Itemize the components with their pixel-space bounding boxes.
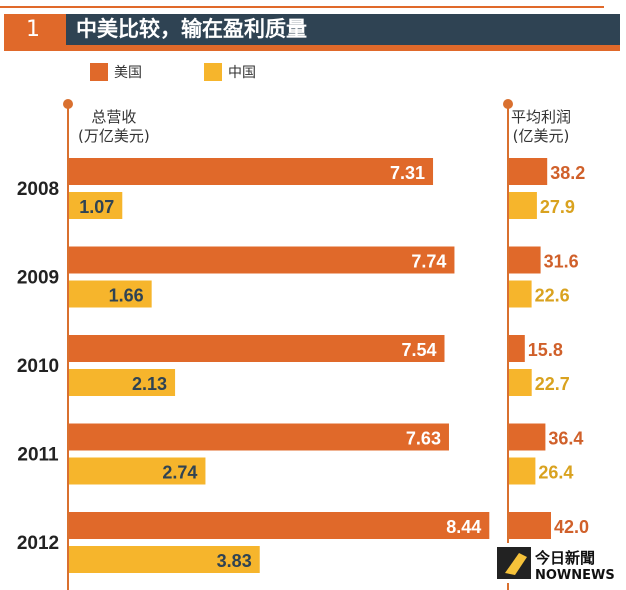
revenue-title: 总营收	[91, 108, 137, 126]
revenue-axis	[67, 104, 69, 590]
title-band	[4, 14, 620, 45]
profit-bar	[509, 457, 536, 485]
legend-label: 美国	[114, 65, 142, 81]
year-label: 2012	[17, 533, 59, 554]
revenue-bar	[69, 457, 206, 485]
profit-value-label: 15.8	[528, 340, 563, 360]
revenue-value-label: 7.74	[411, 252, 446, 272]
revenue-bar	[69, 335, 445, 362]
legend-swatch	[204, 63, 222, 81]
top-rule	[0, 6, 604, 8]
legend-item-china: 中国	[204, 62, 256, 82]
svg-text:今日新聞: 今日新聞	[534, 549, 595, 567]
profit-bar	[509, 280, 532, 308]
revenue-bar	[69, 546, 260, 573]
profit-value-label: 42.0	[554, 517, 589, 537]
revenue-bar	[69, 158, 434, 185]
profit-bar	[509, 335, 525, 362]
revenue-bar	[69, 512, 490, 539]
year-label: 2009	[17, 268, 59, 289]
chart-title: 中美比较，输在盈利质量	[76, 17, 307, 41]
profit-bar	[509, 246, 541, 274]
profit-value-label: 38.2	[550, 163, 585, 183]
profit-bar	[509, 423, 546, 451]
section-number: 1	[4, 14, 66, 45]
revenue-value-label: 2.13	[132, 374, 167, 394]
year-label: 2011	[17, 445, 59, 466]
profit-bar	[509, 369, 532, 396]
revenue-value-label: 3.83	[217, 551, 252, 571]
title-underline	[4, 45, 620, 51]
legend-swatch	[90, 63, 108, 81]
revenue-value-label: 7.54	[401, 340, 436, 360]
svg-text:NOWNEWS: NOWNEWS	[535, 568, 615, 583]
year-label: 2008	[17, 179, 59, 200]
profit-value-label: 22.7	[535, 374, 570, 394]
profit-value-label: 22.6	[535, 286, 570, 306]
revenue-value-label: 7.63	[406, 429, 441, 449]
legend-label: 中国	[228, 65, 256, 81]
profit-title: 平均利润	[511, 108, 572, 126]
profit-axis-label: 平均利润 (亿美元)	[511, 108, 571, 146]
revenue-value-label: 8.44	[446, 517, 481, 537]
revenue-bar	[69, 192, 123, 219]
nownews-logo: 今日新聞 NOWNEWS	[497, 543, 615, 583]
profit-value-label: 36.4	[548, 429, 583, 449]
revenue-value-label: 7.31	[390, 163, 425, 183]
revenue-bar	[69, 246, 455, 274]
axis-dot	[63, 99, 73, 109]
revenue-value-label: 2.74	[162, 463, 197, 483]
profit-bar	[509, 158, 548, 185]
revenue-axis-label: 总营收 (万亿美元)	[78, 108, 150, 146]
year-label: 2010	[17, 356, 59, 377]
profit-value-label: 27.9	[540, 197, 575, 217]
revenue-value-label: 1.66	[109, 286, 144, 306]
profit-value-label: 26.4	[538, 463, 573, 483]
legend-item-us: 美国	[90, 62, 142, 82]
revenue-bar	[69, 280, 152, 308]
revenue-bar	[69, 369, 176, 396]
profit-bar	[509, 512, 551, 539]
revenue-value-label: 1.07	[79, 197, 114, 217]
profit-value-label: 31.6	[544, 252, 579, 272]
profit-axis	[507, 104, 509, 590]
revenue-unit: (万亿美元)	[78, 127, 150, 145]
revenue-bar	[69, 423, 449, 451]
profit-unit: (亿美元)	[512, 127, 570, 145]
profit-bar	[509, 192, 537, 219]
axis-dot	[503, 99, 513, 109]
